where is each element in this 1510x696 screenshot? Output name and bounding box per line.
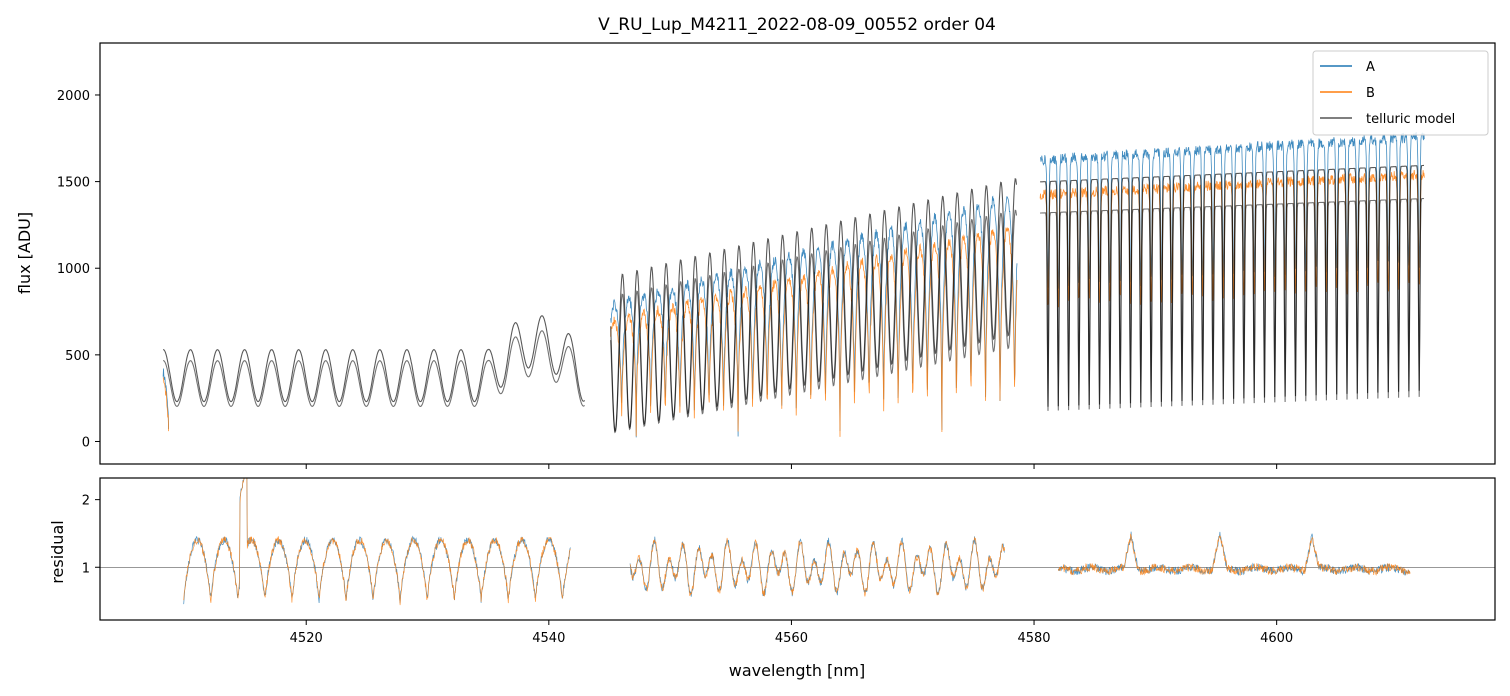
series-a-residual-line (1057, 531, 1411, 577)
legend: A B telluric model (1312, 50, 1489, 136)
flux-axes-frame (99, 42, 1496, 465)
residual-axes-frame (99, 477, 1496, 621)
series-b-flux-line (162, 377, 169, 432)
flux-y-tick-label: 1000 (57, 262, 90, 277)
flux-y-tick-label: 2000 (57, 89, 90, 104)
residual-x-tick-label: 4580 (1017, 631, 1050, 646)
residual-x-tick-label: 4560 (775, 631, 808, 646)
series-a-flux-line (1040, 132, 1425, 289)
series-b-residual-line (1057, 533, 1411, 576)
x-axis-label: wavelength [nm] (729, 661, 866, 680)
telluric-model-line-b (163, 330, 585, 407)
legend-label-a: A (1366, 60, 1375, 75)
legend-box (1312, 50, 1489, 136)
residual-y-tick-label: 2 (82, 494, 90, 509)
residual-x-tick-label: 4520 (290, 631, 323, 646)
series-b-residual-line (629, 536, 1006, 597)
telluric-model-line (610, 177, 1018, 433)
legend-label-b: B (1366, 86, 1375, 101)
flux-y-tick-label: 0 (82, 435, 90, 450)
flux-y-ticks: 0 500 1000 1500 2000 (57, 89, 100, 450)
telluric-model-line-b (610, 209, 1018, 434)
series-b-residual-line (183, 478, 571, 606)
flux-panel: 0 500 1000 1500 2000 V_RU_Lup_M4211_2022-08-… (15, 15, 1496, 469)
telluric-model-line (1039, 164, 1424, 407)
residual-y-axis-label: residual (48, 520, 67, 583)
telluric-model-line-b (1039, 197, 1425, 411)
residual-series-group (100, 478, 1495, 606)
flux-y-tick-label: 1500 (57, 176, 90, 191)
residual-y-ticks: 12 (82, 494, 100, 576)
residual-panel: 12 4520 4540 4560 4580 4600 residual wavelen… (48, 477, 1496, 680)
series-a-flux-line (162, 368, 169, 430)
flux-y-axis-label: flux [ADU] (15, 212, 34, 294)
residual-y-tick-label: 1 (82, 561, 90, 576)
flux-y-tick-label: 500 (65, 349, 90, 364)
residual-x-ticks: 4520 4540 4560 4580 4600 (290, 620, 1293, 646)
flux-series-group (162, 132, 1425, 438)
series-a-residual-line (629, 536, 1005, 597)
legend-label-telluric: telluric model (1366, 112, 1455, 127)
residual-x-tick-label: 4600 (1260, 631, 1293, 646)
chart-title: V_RU_Lup_M4211_2022-08-09_00552 order 04 (598, 15, 996, 35)
telluric-model-line (163, 315, 586, 403)
series-a-residual-line (183, 478, 571, 605)
residual-x-tick-label: 4540 (532, 631, 565, 646)
series-b-flux-line (610, 227, 1018, 437)
flux-x-ticks (305, 464, 1278, 469)
